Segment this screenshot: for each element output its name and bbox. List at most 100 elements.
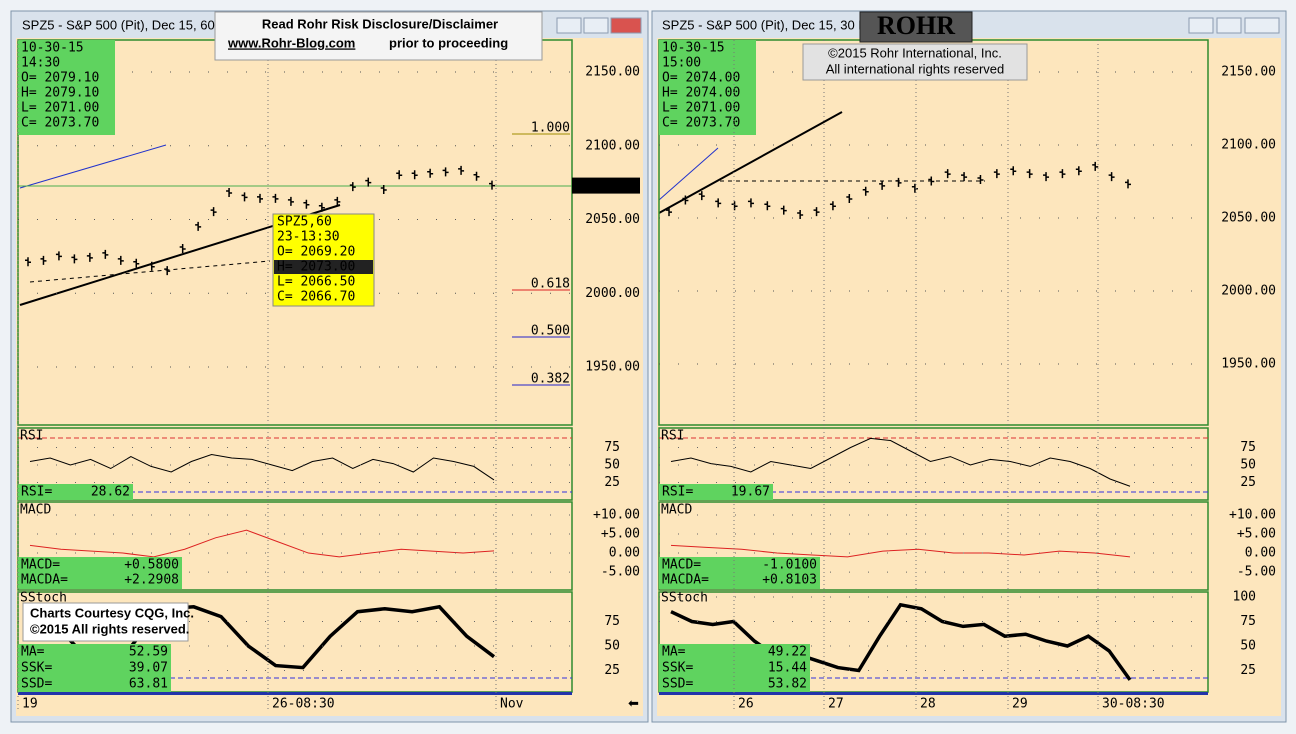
y-tick-label: 50 — [1240, 639, 1256, 654]
info-line: H= 2079.10 — [21, 86, 99, 101]
info-line: L= 2071.00 — [662, 101, 740, 116]
price-bar — [334, 196, 341, 206]
trend-line — [658, 111, 843, 214]
pane-border — [658, 427, 1209, 501]
y-tick-label: 50 — [604, 639, 620, 654]
price-bar — [698, 191, 705, 201]
price-bar — [25, 257, 31, 267]
price-bar — [71, 254, 78, 264]
price-bar — [287, 196, 294, 206]
last-price-label: 2073.00 — [585, 178, 640, 193]
y-tick-label: 50 — [1240, 458, 1256, 473]
y-tick-label: -5.00 — [601, 565, 640, 580]
x-tick-label: 26 — [738, 697, 754, 712]
x-tick-label: 29 — [1012, 697, 1028, 712]
last-price-box — [572, 177, 640, 194]
macd-label: MACD — [661, 503, 692, 518]
readout-label: MA= — [21, 645, 45, 660]
y-tick-label: 2150.00 — [585, 65, 640, 80]
price-bar — [747, 198, 754, 208]
price-bar — [318, 202, 325, 212]
cqg-line: ©2015 All rights reserved. — [30, 621, 189, 636]
readout-label: SSK= — [21, 661, 52, 676]
dashed-line — [29, 260, 271, 283]
price-bar — [164, 266, 171, 276]
price-bar — [179, 244, 186, 254]
price-bar — [210, 207, 217, 217]
info-line: 10-30-15 — [662, 41, 725, 56]
maximize-button[interactable] — [1216, 17, 1242, 34]
fib-label: 0.500 — [531, 324, 570, 339]
info-line: C= 2073.70 — [21, 116, 99, 131]
price-bar — [1043, 172, 1050, 182]
y-tick-label: 75 — [1240, 614, 1256, 629]
y-tick-label: 2000.00 — [1221, 283, 1276, 298]
window-buttons[interactable] — [556, 17, 1280, 34]
readout-box — [659, 484, 773, 500]
maximize-button[interactable] — [583, 17, 609, 34]
window-title: SPZ5 - S&P 500 (Pit), Dec 15, 30 Min — [662, 17, 879, 32]
price-bar — [458, 165, 465, 175]
hover-line: SPZ5,60 — [277, 215, 332, 230]
price-bar — [349, 182, 356, 192]
readout-value: 53.82 — [768, 677, 807, 692]
price-bar — [1059, 169, 1066, 179]
price-bar — [148, 261, 155, 271]
y-tick-label: +10.00 — [593, 507, 640, 522]
readout-label: MACD= — [662, 558, 701, 573]
close-button[interactable] — [1244, 17, 1280, 34]
price-bar — [1092, 161, 1099, 171]
macd-line — [670, 544, 1131, 558]
price-bar — [829, 201, 836, 211]
x-tick-label: 28 — [920, 697, 936, 712]
readout-box — [18, 484, 133, 500]
x-tick-label: 26-08:30 — [272, 697, 335, 712]
pane-border — [658, 501, 1209, 591]
info-line: O= 2074.00 — [662, 71, 740, 86]
logo: ROHR — [877, 11, 955, 40]
disclaimer-link[interactable]: www.Rohr-Blog.com — [227, 35, 355, 50]
y-tick-label: 2100.00 — [585, 138, 640, 153]
price-bar — [257, 193, 263, 203]
info-box — [659, 40, 756, 135]
fib-label: 0.382 — [531, 372, 570, 387]
y-tick-label: 2000.00 — [585, 286, 640, 301]
rsi-line — [670, 437, 1131, 487]
readout-label: SSD= — [662, 677, 693, 692]
readout-value: +2.2908 — [124, 573, 179, 588]
chart-background — [657, 38, 1281, 716]
disclaimer-text: prior to proceeding — [389, 35, 508, 50]
price-bar — [55, 251, 62, 261]
price-bar — [241, 192, 248, 202]
price-bar — [961, 172, 968, 182]
y-tick-label: 75 — [604, 440, 620, 455]
disclaimer-box — [214, 11, 543, 61]
trend-line — [658, 147, 719, 201]
y-tick-label: 25 — [604, 475, 620, 490]
y-tick-label: 2150.00 — [1221, 64, 1276, 79]
trend-line — [19, 144, 167, 189]
price-bar — [226, 187, 233, 197]
close-button[interactable] — [610, 17, 642, 34]
y-tick-label: 25 — [1240, 663, 1256, 678]
price-bar — [442, 167, 449, 177]
price-bar — [133, 258, 140, 268]
price-bar — [764, 201, 771, 211]
hover-line: O= 2069.20 — [277, 245, 355, 260]
minimize-button[interactable] — [1188, 17, 1214, 34]
price-bar — [944, 169, 951, 179]
readout-value: 28.62 — [91, 485, 130, 500]
hover-line: 23-13:30 — [277, 230, 340, 245]
info-line: H= 2074.00 — [662, 86, 740, 101]
x-tick-label: Nov — [500, 697, 524, 712]
readout-box — [18, 557, 182, 589]
hover-line: H= 2073.00 — [277, 260, 355, 275]
y-tick-label: 0.00 — [609, 546, 640, 561]
price-bar — [102, 249, 109, 259]
y-tick-label: 2100.00 — [1221, 137, 1276, 152]
price-bar — [993, 169, 1000, 179]
y-tick-label: 75 — [1240, 440, 1256, 455]
minimize-button[interactable] — [556, 17, 582, 34]
price-bar — [195, 221, 202, 231]
